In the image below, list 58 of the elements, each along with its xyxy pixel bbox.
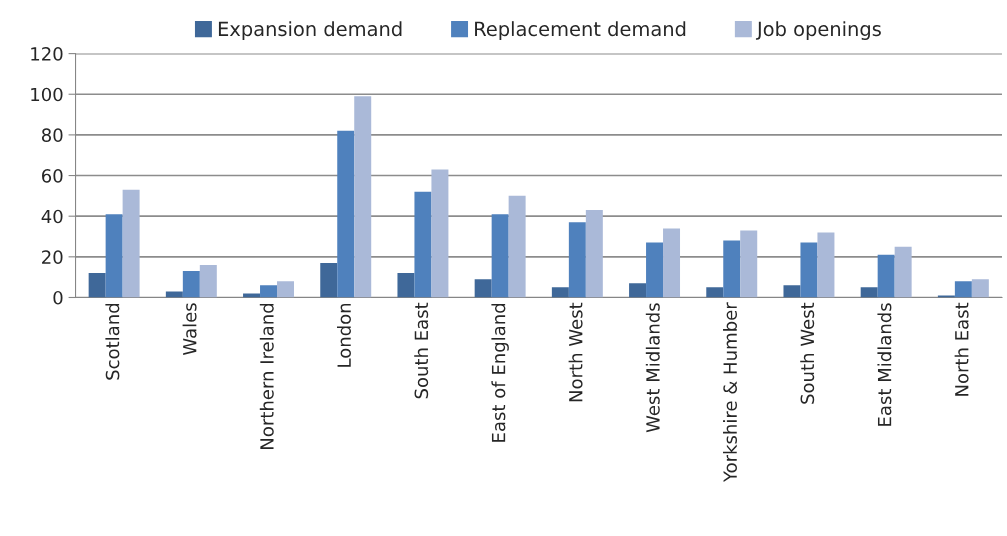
y-tick-label: 40 <box>41 209 63 224</box>
bar <box>663 228 681 298</box>
bar <box>397 273 415 298</box>
x-tick-label: Northern Ireland <box>259 303 274 449</box>
bar <box>971 279 989 298</box>
x-tick-label: East of England <box>491 303 509 442</box>
bar <box>122 189 140 298</box>
bar <box>894 246 912 298</box>
bar <box>354 96 372 298</box>
y-tick-label: 80 <box>41 128 63 143</box>
bar <box>277 281 295 298</box>
bar <box>508 195 526 298</box>
bar <box>817 232 835 298</box>
bar <box>585 210 603 298</box>
y-tick-label: 0 <box>53 290 63 305</box>
bar <box>491 214 509 298</box>
bar <box>723 240 741 298</box>
bar <box>954 281 972 298</box>
bar <box>740 230 758 298</box>
legend-label: Job openings <box>755 21 881 40</box>
legend-label: Expansion demand <box>218 21 402 40</box>
bar <box>105 214 123 298</box>
y-tick-label: 120 <box>31 47 63 61</box>
x-tick-label: Scotland <box>105 303 120 380</box>
bar <box>431 169 449 298</box>
x-tick-label: North East <box>954 302 969 396</box>
bar <box>629 283 647 298</box>
bar <box>88 273 106 298</box>
bar <box>414 191 432 298</box>
x-tick-label: Yorkshire & Humber <box>723 302 737 483</box>
x-tick-label: West Midlands <box>645 303 660 433</box>
x-tick-label: East Midlands <box>877 303 892 426</box>
y-tick-label: 60 <box>42 169 63 183</box>
x-tick-label: North West <box>568 302 583 402</box>
y-tick-label: 20 <box>42 250 63 264</box>
x-tick-label: South West <box>800 302 815 404</box>
bar <box>568 222 586 298</box>
bar <box>877 254 895 298</box>
bar <box>260 285 278 298</box>
x-tick-label: London <box>337 303 351 367</box>
bar <box>800 242 818 298</box>
bar <box>551 287 569 298</box>
bar <box>706 287 724 298</box>
bar <box>165 291 183 298</box>
bar <box>474 279 492 298</box>
bar <box>937 295 955 298</box>
bar <box>337 130 355 298</box>
bar <box>243 293 261 298</box>
bar <box>860 287 878 298</box>
bar <box>783 285 801 298</box>
bar <box>646 242 664 298</box>
bar <box>182 271 200 298</box>
y-tick-label: 100 <box>31 87 63 102</box>
bar <box>320 262 338 298</box>
legend-label: Replacement demand <box>475 21 686 40</box>
x-tick-label: Wales <box>182 303 197 356</box>
x-tick-label: South East <box>414 302 429 399</box>
bar <box>199 264 217 298</box>
